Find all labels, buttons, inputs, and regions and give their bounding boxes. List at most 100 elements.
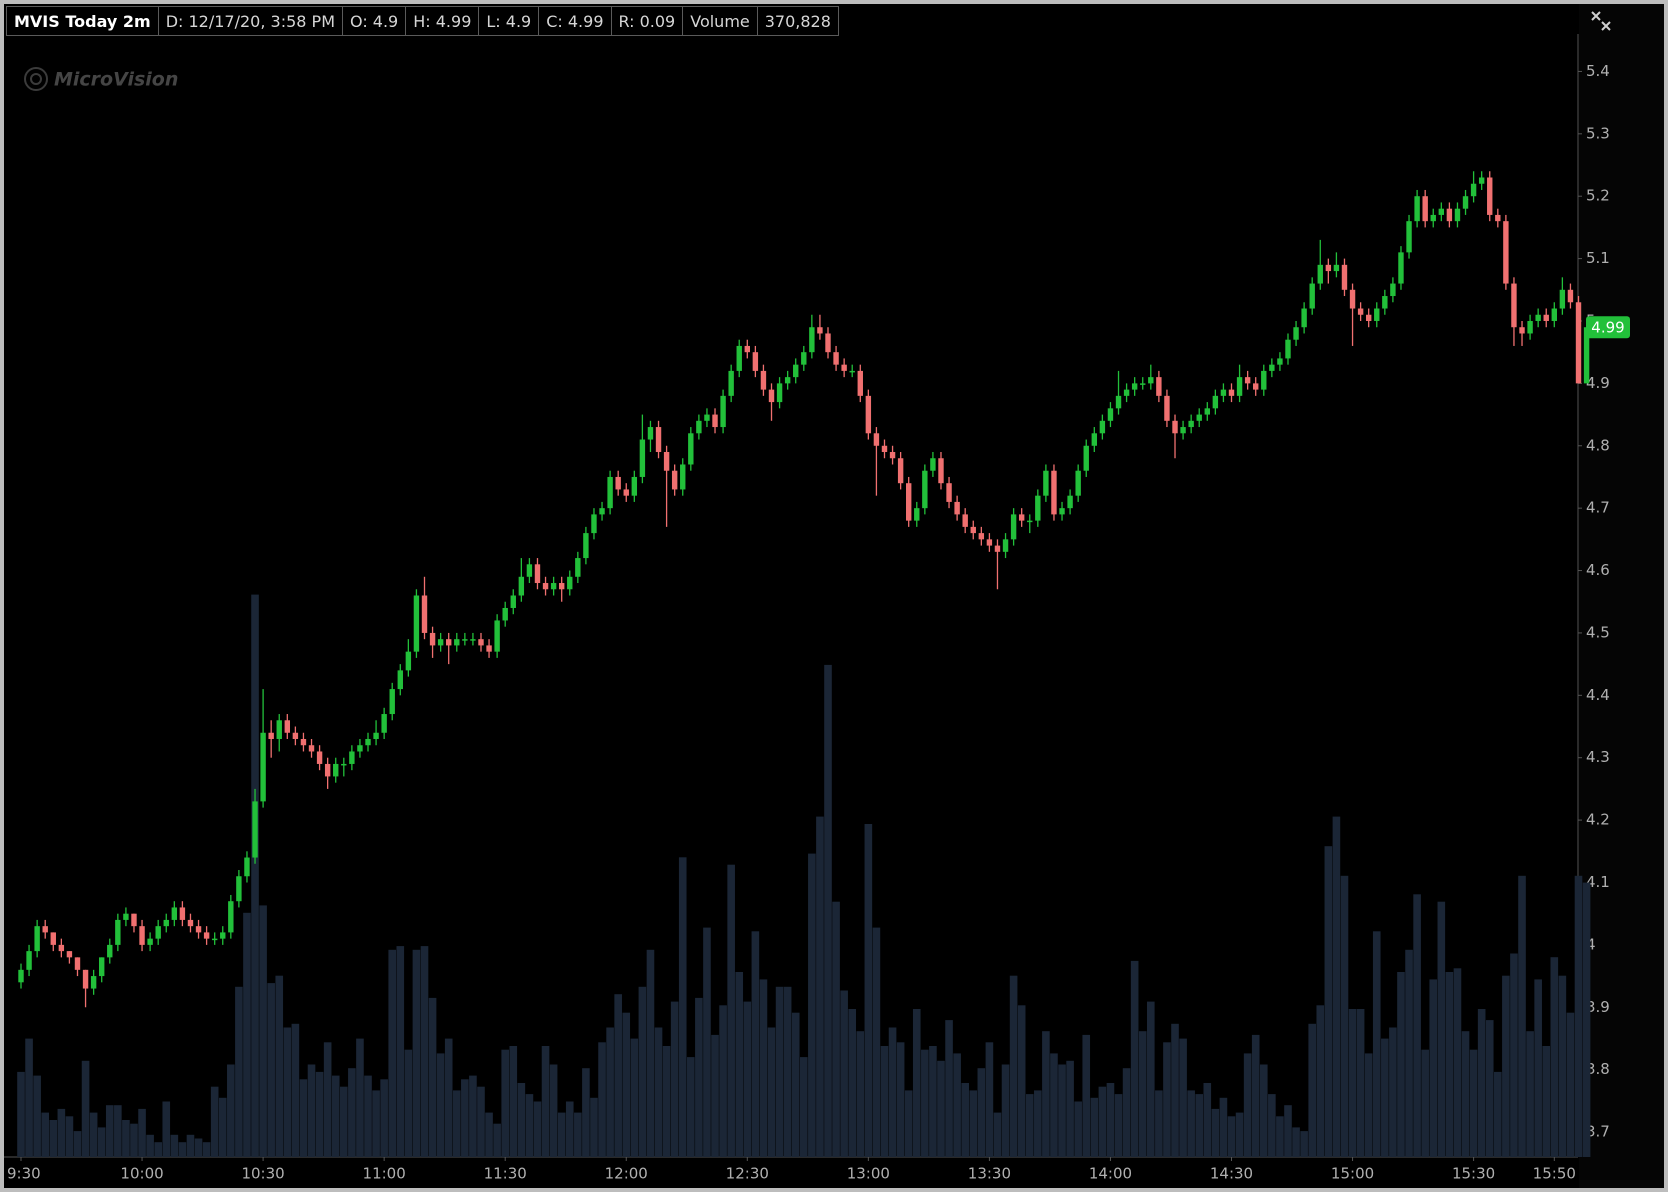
volume-bar [461,1079,469,1157]
candle-body [502,607,508,621]
last-price-tag [1586,316,1630,339]
candle-body [1511,283,1517,328]
volume-bar [719,1005,727,1157]
volume-bar [1042,1031,1050,1157]
candle-body [825,333,831,353]
x-tick-label: 14:00 [1089,1165,1132,1183]
candle-body [155,926,161,939]
candle-body [784,377,791,384]
y-tick-label: 4 [1586,935,1596,953]
candle-body [793,364,799,378]
candle-body [1059,508,1065,515]
candle-body [300,738,307,746]
volume-bar [1235,1112,1244,1157]
volume-bar [469,1075,477,1157]
y-tick-label: 5.2 [1586,187,1610,205]
candle-body [308,745,315,752]
candle-body [268,732,274,739]
volume-bar [678,857,687,1157]
volume-bar [1510,953,1518,1157]
candle-body [90,976,97,989]
volume-bar [1485,1020,1494,1157]
volume-bar [808,853,816,1157]
volume-bar [638,986,647,1157]
candle-body [203,932,210,939]
candle-body [768,389,775,403]
volume-bar [549,1064,558,1157]
volume-bar [186,1134,195,1157]
candle-body [720,395,726,428]
volume-bar [1017,1005,1026,1157]
volume-bar [1372,931,1381,1157]
volume-bar [743,1001,752,1157]
candle-body [567,576,573,590]
candle-body [1462,196,1469,209]
y-tick-label: 4.9 [1586,374,1610,392]
volume-bar [1259,1064,1268,1157]
candle-body [74,957,81,970]
candle-body [1543,314,1549,321]
watermark-logo: MicroVision [24,67,178,91]
volume-bar [202,1142,211,1157]
candle-body [1010,514,1017,540]
volume-bar [33,1075,41,1157]
volume-bar [711,1034,719,1157]
candle-body [228,901,234,933]
candle-body [857,370,863,396]
volume-bar [1397,972,1405,1157]
candle-body [1398,252,1404,284]
candle-body [1115,395,1122,409]
volume-bar [323,1042,332,1157]
volume-bar [1195,1094,1204,1157]
volume-bar [1179,1038,1187,1157]
candle-body [1285,339,1291,359]
candle-body [211,938,218,941]
volume-bar [775,986,784,1157]
candle-body [82,969,89,989]
candle-body [534,564,541,584]
candle-body [1349,289,1356,309]
volume-bar [703,927,711,1157]
volume-bar [864,824,873,1157]
candle-body [1365,314,1372,321]
candle-body [316,751,323,764]
volume-bar [283,1027,292,1157]
volume-bar [73,1131,82,1157]
candle-body [26,951,32,970]
volume-bar [170,1134,179,1157]
volume-bar [444,1038,453,1157]
y-tick-label: 4.2 [1586,811,1610,829]
candle-body [34,926,40,952]
candle-body [1035,495,1041,521]
candle-body [922,470,928,509]
header-field: D: 12/17/20, 3:58 PM [158,6,343,36]
volume-bar [1187,1090,1195,1157]
volume-bar [1574,875,1583,1157]
candle-body [970,526,976,534]
candle-body [1269,364,1275,371]
candle-body [1454,208,1461,222]
volume-bar [1364,1053,1373,1157]
volume-bar [1502,975,1510,1157]
volume-bar [1526,1031,1534,1157]
volume-bar [1268,1094,1276,1157]
volume-bar [41,1112,50,1157]
x-tick-label: 15:30 [1452,1165,1495,1183]
volume-bar [783,986,792,1157]
candle-body [623,489,629,496]
candle-body [1478,177,1485,184]
candle-body [1083,445,1089,471]
candle-body [930,458,936,471]
volume-bar [1130,960,1139,1157]
collapse-icon[interactable] [1591,11,1611,31]
volume-bar [840,990,848,1157]
candle-body [1495,214,1501,222]
candle-body [1075,470,1081,496]
candle-body [462,639,468,641]
candle-body [1293,327,1299,340]
candle-body [1156,377,1162,396]
volume-bar [97,1127,106,1157]
candle-body [1446,208,1453,222]
candle-body [252,801,258,858]
volume-bar [89,1112,98,1157]
